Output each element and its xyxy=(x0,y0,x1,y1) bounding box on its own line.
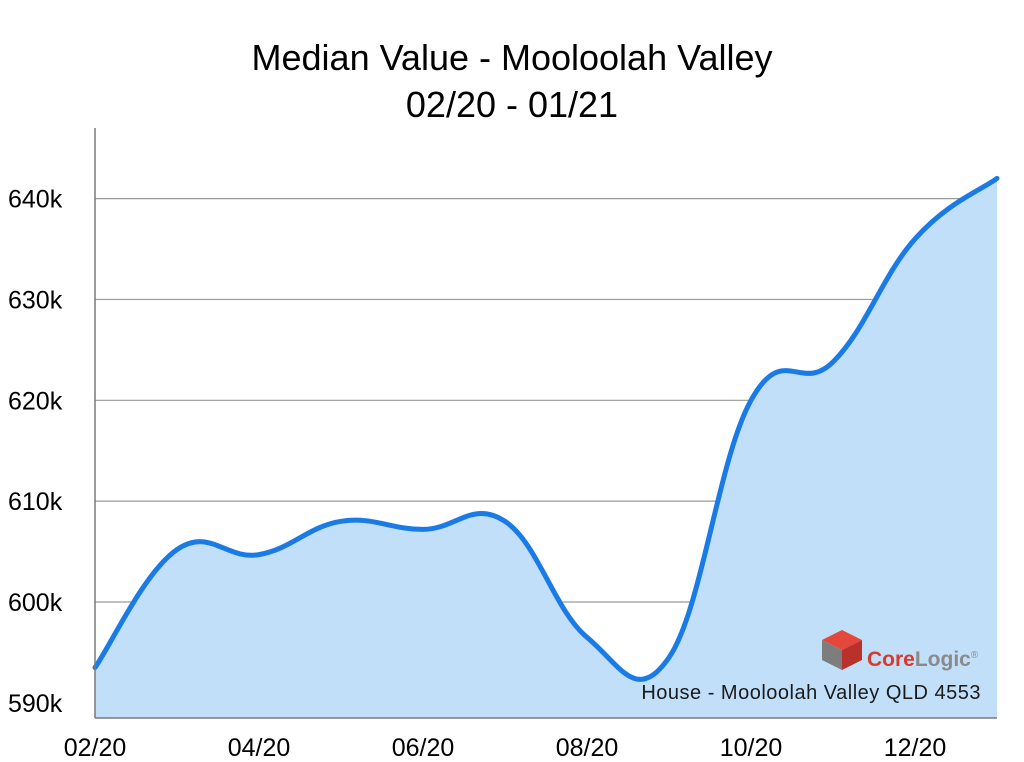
y-axis-ticks: 590k 600k 610k 620k 630k 640k xyxy=(8,186,63,718)
x-tick-label: 06/20 xyxy=(392,734,455,762)
y-tick-label: 620k xyxy=(8,387,63,415)
x-tick-label: 04/20 xyxy=(228,734,291,762)
y-tick-label: 590k xyxy=(8,690,63,718)
chart-subtitle: 02/20 - 01/21 xyxy=(406,84,618,125)
y-tick-label: 640k xyxy=(8,186,63,214)
series-area xyxy=(95,178,997,718)
y-tick-label: 630k xyxy=(8,286,63,314)
x-axis-ticks: 02/20 04/20 06/20 08/20 10/20 12/20 xyxy=(64,734,947,762)
x-tick-label: 02/20 xyxy=(64,734,127,762)
y-tick-label: 600k xyxy=(8,589,63,617)
chart-title: Median Value - Mooloolah Valley xyxy=(252,37,773,78)
corelogic-wordmark: CoreLogic® xyxy=(867,648,979,671)
corelogic-cube-icon xyxy=(822,630,862,670)
series-line xyxy=(92,175,1000,682)
chart-annotation: House - Mooloolah Valley QLD 4553 xyxy=(641,682,981,704)
x-tick-label: 10/20 xyxy=(720,734,783,762)
x-tick-label: 12/20 xyxy=(884,734,947,762)
y-tick-label: 610k xyxy=(8,488,63,516)
corelogic-logo: CoreLogic® xyxy=(822,630,979,671)
x-tick-label: 08/20 xyxy=(556,734,619,762)
axes xyxy=(94,128,997,719)
